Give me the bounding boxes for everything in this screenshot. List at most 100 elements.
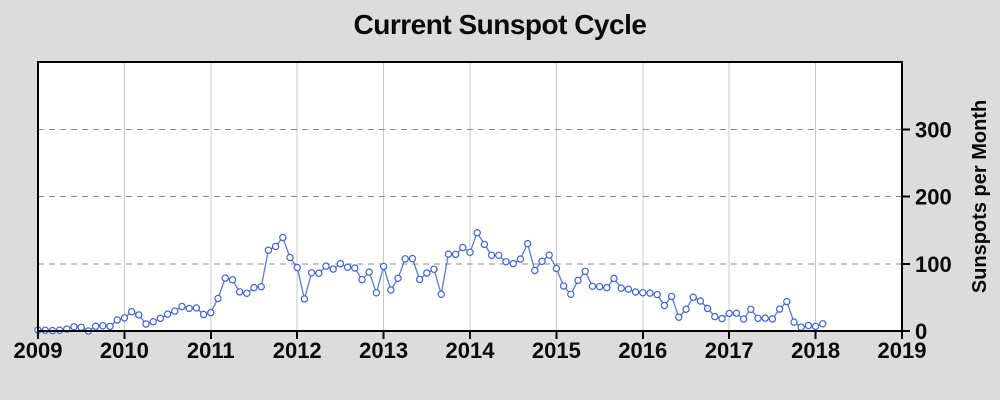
x-tick-label: 2010 bbox=[100, 338, 149, 363]
y-axis-title: Sunspots per Month bbox=[969, 100, 991, 293]
data-point bbox=[718, 314, 726, 323]
y-tick-label: 0 bbox=[915, 319, 927, 344]
data-point bbox=[531, 266, 539, 275]
data-point bbox=[631, 288, 640, 296]
data-point bbox=[444, 250, 453, 258]
data-point bbox=[192, 304, 201, 312]
data-point bbox=[732, 309, 741, 317]
data-point bbox=[415, 275, 424, 284]
data-point bbox=[559, 282, 568, 290]
data-point bbox=[624, 285, 633, 293]
data-point bbox=[437, 290, 445, 298]
data-point bbox=[639, 289, 647, 297]
x-tick-label: 2011 bbox=[187, 338, 235, 363]
data-point bbox=[588, 282, 597, 290]
data-point bbox=[178, 302, 186, 311]
x-tick-label: 2015 bbox=[532, 338, 581, 363]
data-point bbox=[279, 233, 287, 242]
x-tick-label: 2016 bbox=[618, 338, 667, 363]
data-point bbox=[264, 246, 273, 254]
x-tick-label: 2009 bbox=[14, 338, 63, 363]
data-point bbox=[775, 305, 784, 313]
data-point bbox=[480, 240, 489, 249]
data-point bbox=[523, 239, 532, 248]
data-point bbox=[91, 322, 100, 330]
plot-frame bbox=[37, 61, 903, 332]
data-point bbox=[487, 251, 496, 259]
data-point bbox=[660, 301, 669, 310]
data-point bbox=[595, 283, 604, 291]
data-point bbox=[703, 304, 712, 313]
data-point bbox=[516, 255, 525, 263]
data-point bbox=[667, 292, 676, 301]
data-point bbox=[163, 310, 172, 318]
data-point bbox=[617, 284, 625, 292]
value-gridlines bbox=[38, 128, 902, 265]
y-axis: 0 100 200 300 bbox=[903, 117, 952, 344]
data-point bbox=[343, 263, 352, 271]
x-tick-label: 2014 bbox=[446, 338, 496, 363]
data-point bbox=[711, 312, 719, 321]
data-point bbox=[768, 315, 777, 323]
data-point bbox=[538, 257, 546, 265]
data-point bbox=[171, 307, 179, 315]
data-point bbox=[725, 309, 733, 318]
data-point bbox=[70, 323, 78, 331]
x-tick-label: 2019 bbox=[878, 338, 927, 363]
chart-title: Current Sunspot Cycle bbox=[353, 9, 647, 40]
data-point bbox=[257, 283, 265, 291]
y-tick-label: 200 bbox=[915, 185, 952, 210]
data-point bbox=[315, 269, 323, 277]
data-point bbox=[653, 290, 661, 299]
data-point bbox=[394, 274, 402, 282]
data-point bbox=[401, 255, 409, 263]
x-axis: 2009 2010 2011 2012 2013 2014 2015 2016 2017 2018… bbox=[14, 332, 927, 363]
data-point bbox=[545, 251, 553, 259]
data-point bbox=[747, 305, 755, 313]
data-point bbox=[739, 315, 748, 323]
data-point bbox=[207, 308, 215, 317]
data-point bbox=[783, 297, 791, 306]
data-point bbox=[423, 269, 431, 277]
x-tick-label: 2018 bbox=[791, 338, 840, 363]
y-tick-label: 300 bbox=[915, 117, 952, 142]
data-point bbox=[243, 289, 251, 297]
data-point bbox=[430, 265, 438, 273]
data-point bbox=[228, 276, 237, 284]
data-point bbox=[336, 260, 345, 268]
data-point bbox=[250, 283, 258, 292]
x-tick-label: 2017 bbox=[705, 338, 754, 363]
data-point bbox=[451, 250, 460, 259]
data-point bbox=[567, 290, 575, 298]
data-point bbox=[495, 251, 503, 259]
data-point bbox=[646, 289, 654, 297]
data-point bbox=[675, 313, 683, 321]
data-point bbox=[761, 314, 769, 322]
data-point bbox=[811, 322, 820, 331]
data-point bbox=[293, 263, 301, 272]
data-point bbox=[113, 316, 121, 324]
data-point bbox=[156, 314, 165, 323]
data-point bbox=[135, 311, 143, 319]
x-tick-label: 2013 bbox=[359, 338, 408, 363]
data-point bbox=[790, 318, 798, 326]
x-tick-label: 2012 bbox=[273, 338, 322, 363]
data-point bbox=[387, 286, 395, 294]
data-point bbox=[307, 269, 316, 277]
data-point bbox=[120, 314, 129, 322]
data-point bbox=[77, 323, 85, 331]
data-point bbox=[300, 295, 309, 303]
data-point bbox=[408, 254, 417, 263]
data-point bbox=[502, 258, 510, 266]
year-gridlines bbox=[123, 62, 817, 331]
data-point bbox=[127, 308, 136, 316]
data-point-markers bbox=[34, 228, 827, 335]
data-point bbox=[358, 275, 366, 284]
data-point bbox=[696, 297, 705, 305]
data-point bbox=[603, 284, 611, 292]
data-point bbox=[271, 242, 280, 251]
data-point bbox=[754, 314, 762, 322]
data-point bbox=[581, 267, 589, 275]
data-point bbox=[473, 228, 481, 237]
